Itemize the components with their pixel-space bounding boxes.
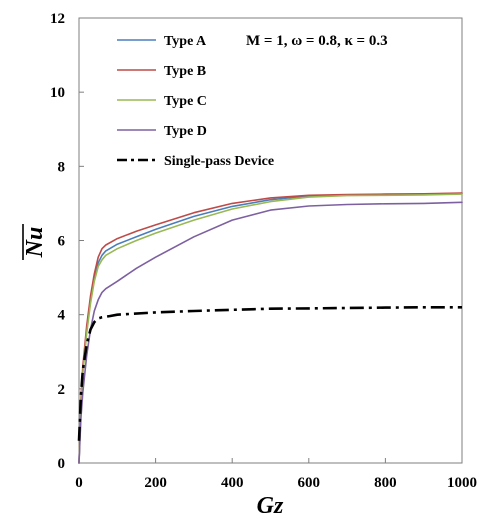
x-axis-title: Gz <box>257 493 284 519</box>
y-tick-label: 8 <box>58 159 66 175</box>
series-line-1 <box>78 192 463 464</box>
x-tick-label: 400 <box>221 475 244 491</box>
legend-label-5: Single-pass Device <box>164 154 274 169</box>
y-axis-title-group: Nu <box>22 224 48 260</box>
legend-label-2: Type B <box>164 64 206 79</box>
series-line-4 <box>78 201 463 464</box>
x-tick-label: 600 <box>298 475 321 491</box>
y-tick-label: 0 <box>58 456 66 472</box>
y-tick-label: 12 <box>50 11 65 27</box>
x-tick-label: 200 <box>144 475 167 491</box>
x-tick-label: 1000 <box>447 475 477 491</box>
y-axis-ticks: 0 2 4 6 8 10 12 <box>50 11 84 472</box>
series-line-5 <box>77 305 462 441</box>
y-tick-label: 2 <box>58 382 66 398</box>
y-tick-label: 10 <box>50 85 65 101</box>
x-axis-ticks: 0 200 400 600 800 1000 <box>75 458 477 491</box>
legend: Type A Type B Type C Type D Single-pass Devi… <box>117 34 274 169</box>
legend-label-4: Type D <box>164 124 207 139</box>
y-tick-label: 4 <box>58 308 66 324</box>
series-line-3 <box>78 193 463 464</box>
legend-label-3: Type C <box>164 94 207 109</box>
series-line-2 <box>78 192 463 464</box>
parameter-annotation: M = 1, ω = 0.8, κ = 0.3 <box>246 33 388 49</box>
y-axis-title: Nu <box>22 227 48 259</box>
y-tick-label: 6 <box>58 234 66 250</box>
x-tick-label: 0 <box>75 475 83 491</box>
legend-label-1: Type A <box>164 34 207 49</box>
x-tick-label: 800 <box>374 475 397 491</box>
series-lines <box>77 192 463 464</box>
